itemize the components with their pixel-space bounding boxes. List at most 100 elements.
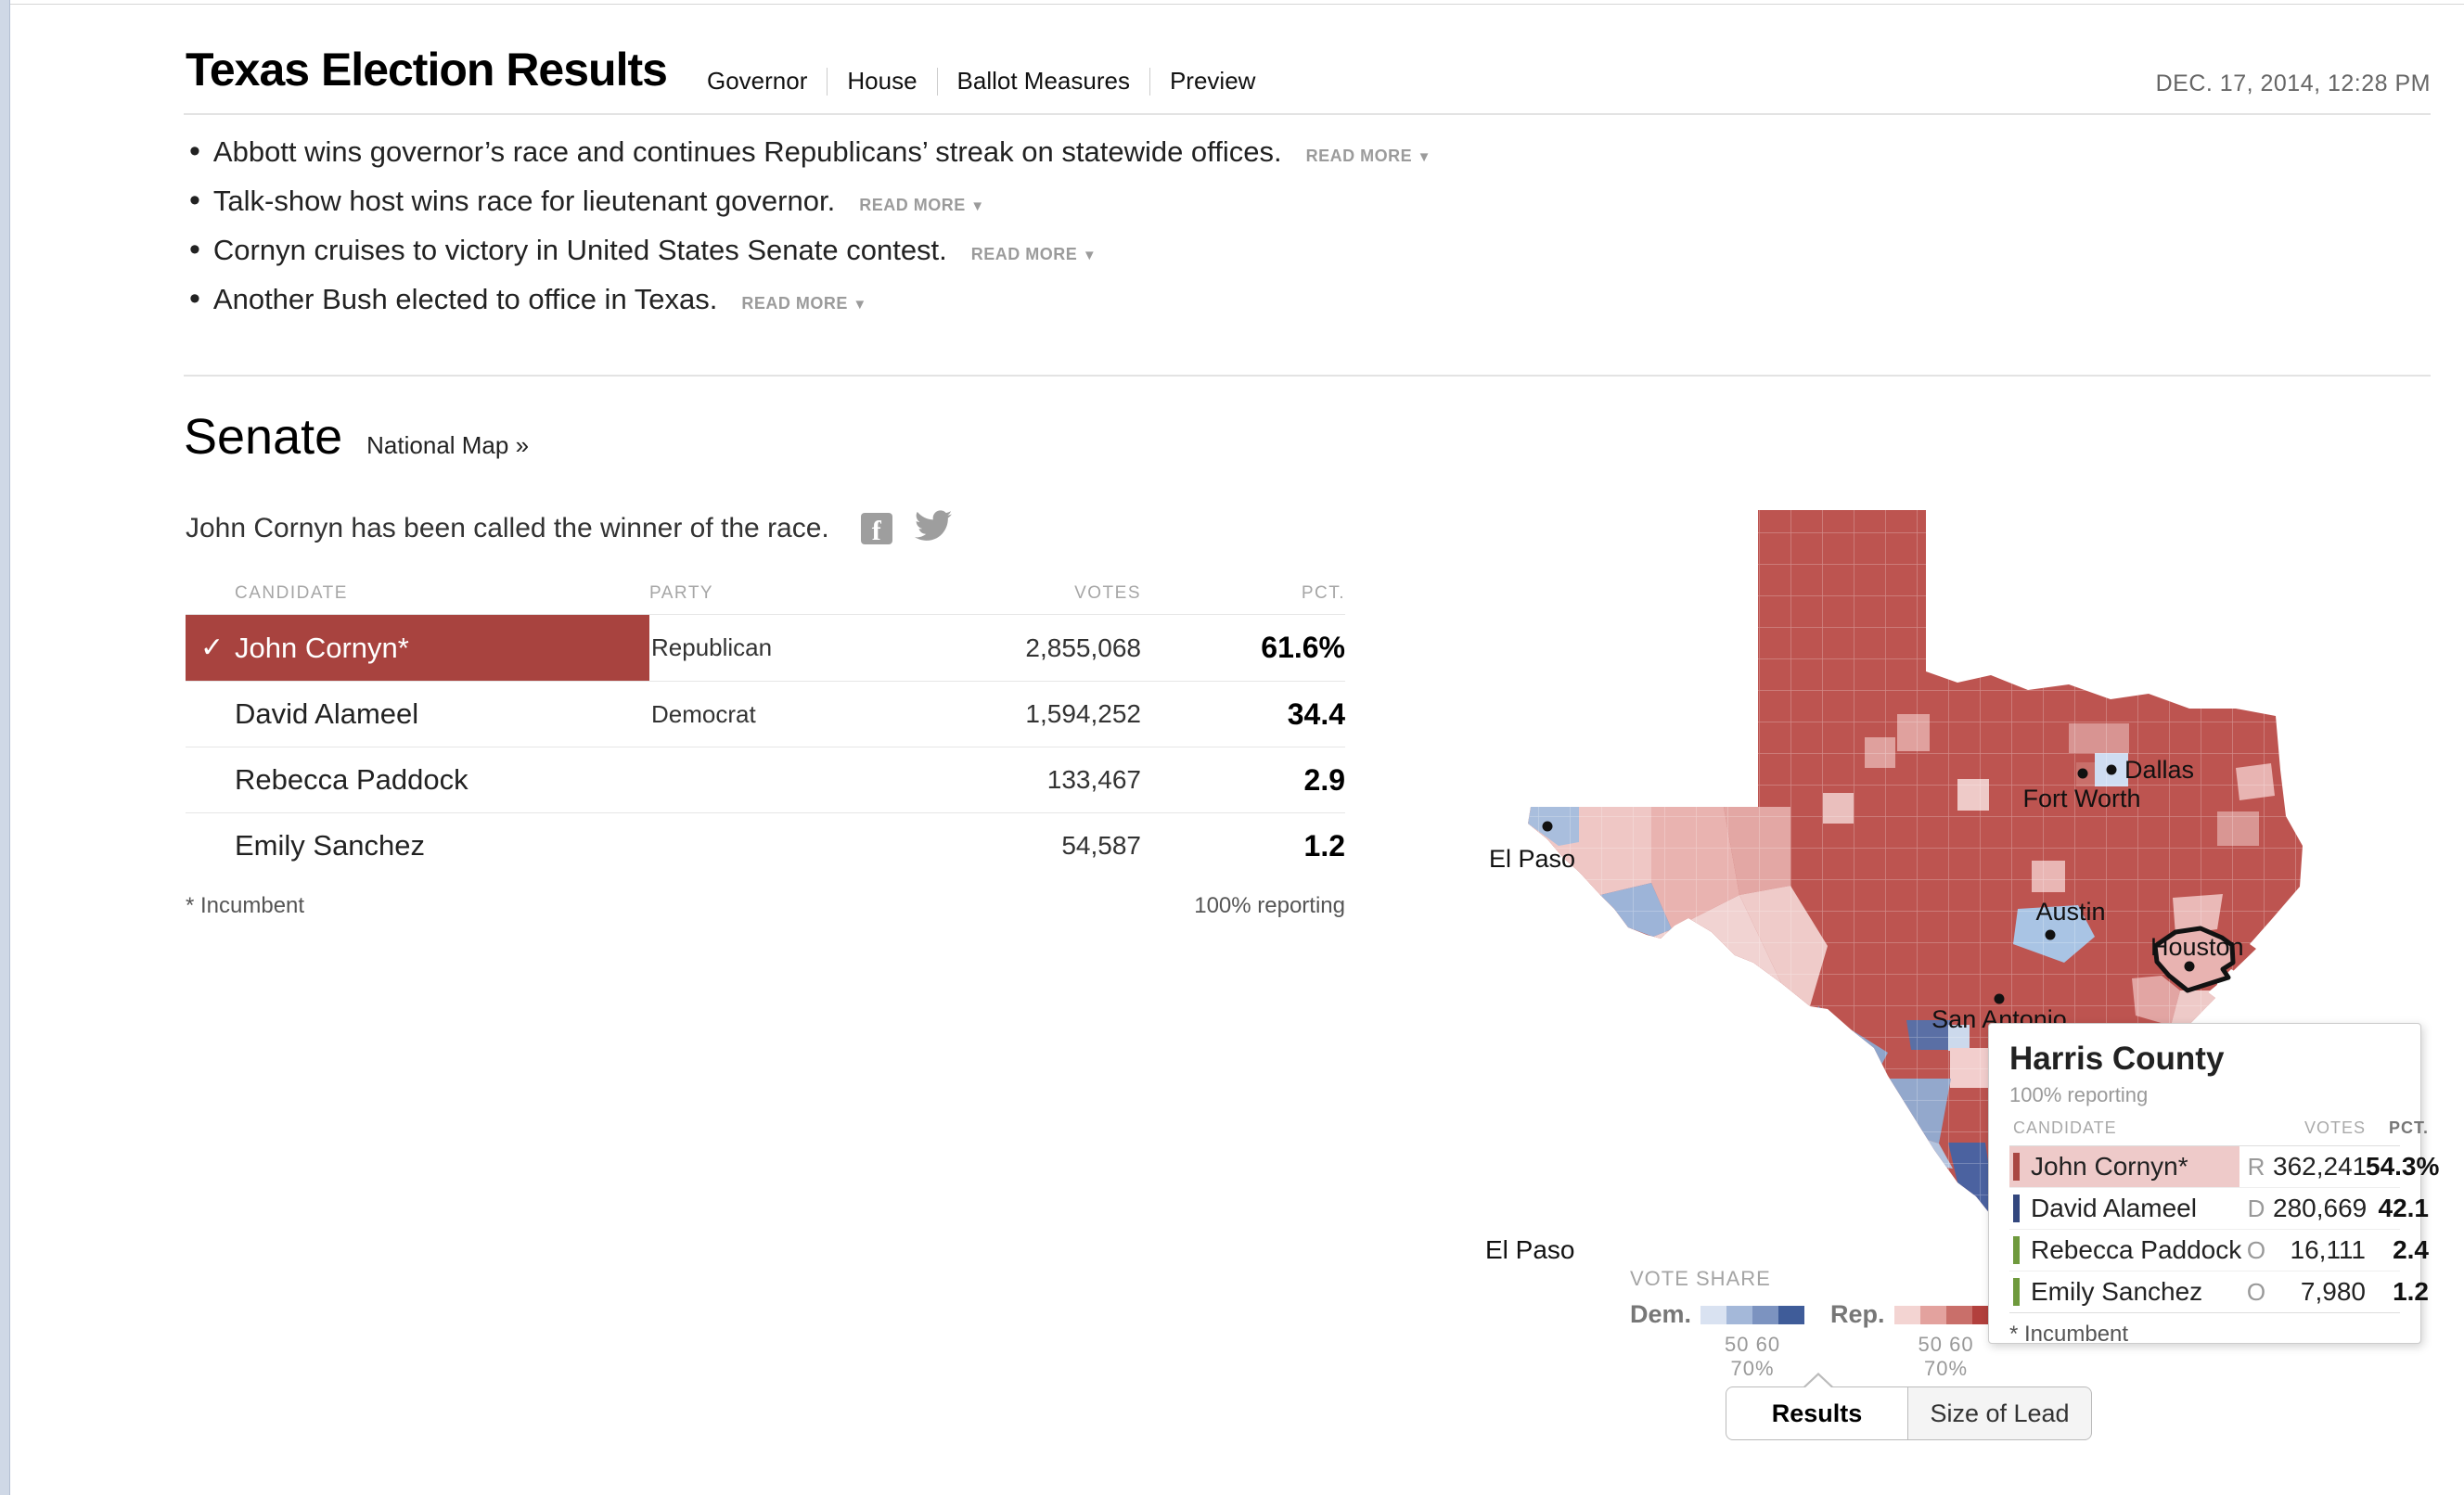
read-more-link[interactable]: READ MORE ▼ bbox=[859, 196, 985, 214]
twitter-share-icon[interactable] bbox=[914, 510, 952, 546]
bullet-icon: • bbox=[189, 281, 200, 316]
results-table: CANDIDATE PARTY VOTES PCT. ✓ John Cornyn*… bbox=[186, 573, 1345, 919]
votes-cell: 1,594,252 bbox=[1025, 699, 1141, 728]
top-divider bbox=[10, 4, 2464, 5]
votes-cell: 54,587 bbox=[1061, 831, 1141, 860]
label-houston: Houston bbox=[2150, 933, 2244, 961]
label-dallas: Dallas bbox=[2124, 756, 2194, 784]
pct-cell: 34.4 bbox=[1287, 696, 1345, 731]
city-dots bbox=[1542, 764, 2195, 1004]
tooltip-row: David Alameel D 280,669 42.1 bbox=[2009, 1188, 2429, 1230]
label-el-paso-2: El Paso bbox=[1485, 1235, 1575, 1264]
page-title: Texas Election Results bbox=[186, 44, 668, 96]
tooltip-row: Rebecca Paddock O 16,111 2.4 bbox=[2009, 1230, 2429, 1271]
results-toggle-button[interactable]: Results bbox=[1726, 1373, 1908, 1440]
candidate-name: ✓ John Cornyn* bbox=[186, 615, 649, 681]
col-header-candidate: CANDIDATE bbox=[235, 583, 348, 603]
caret-down-icon: ▼ bbox=[1417, 149, 1431, 165]
bullet-icon: • bbox=[189, 232, 200, 267]
nav-separator bbox=[1149, 67, 1150, 96]
caret-down-icon: ▼ bbox=[1082, 248, 1097, 263]
party-cell: Republican bbox=[651, 633, 773, 661]
headline-item: • Talk-show host wins race for lieutenan… bbox=[189, 183, 1766, 218]
pct-cell: 61.6% bbox=[1261, 631, 1345, 664]
nav-separator bbox=[936, 67, 938, 96]
nav-tab-house[interactable]: House bbox=[847, 67, 918, 95]
rep-swatches bbox=[1893, 1305, 1998, 1324]
label-fort-worth: Fort Worth bbox=[2022, 785, 2140, 812]
col-header-votes: VOTES bbox=[1074, 583, 1141, 603]
votes-cell: 2,855,068 bbox=[1025, 632, 1141, 662]
incumbent-footnote: * Incumbent bbox=[186, 893, 305, 918]
dem-label: Dem. bbox=[1630, 1300, 1692, 1328]
headline-text: Abbott wins governor’s race and continue… bbox=[212, 135, 1282, 168]
harris-county-shape[interactable] bbox=[2152, 926, 2236, 993]
table-row: Rebecca Paddock 133,467 2.9 bbox=[186, 747, 1345, 812]
tooltip-table: CANDIDATE VOTES PCT. John Cornyn* R 362,… bbox=[2009, 1118, 2439, 1348]
facebook-share-icon[interactable]: f bbox=[860, 512, 892, 546]
bullet-icon: • bbox=[189, 183, 200, 218]
national-map-link[interactable]: National Map » bbox=[366, 431, 530, 459]
headline-text: Another Bush elected to office in Texas. bbox=[212, 283, 718, 315]
headline-text: Talk-show host wins race for lieutenant … bbox=[212, 185, 836, 217]
tooltip-col-candidate: CANDIDATE bbox=[2013, 1118, 2117, 1137]
tooltip-col-pct: PCT. bbox=[2388, 1118, 2429, 1137]
caret-down-icon: ▼ bbox=[970, 198, 985, 214]
table-row-winner: ✓ John Cornyn* Republican 2,855,068 61.6% bbox=[186, 614, 1345, 681]
timestamp: DEC. 17, 2014, 12:28 PM bbox=[2155, 70, 2431, 96]
dem-ticks: 50 60 70% bbox=[1725, 1333, 1781, 1380]
size-of-lead-toggle-button[interactable]: Size of Lead bbox=[1908, 1386, 2092, 1440]
party-color-bar bbox=[2013, 1278, 2020, 1306]
caret-down-icon: ▼ bbox=[853, 297, 867, 313]
tooltip-footnote: * Incumbent bbox=[2009, 1312, 2400, 1348]
nav-separator bbox=[827, 67, 828, 96]
party-color-bar bbox=[2013, 1236, 2020, 1264]
pct-cell: 2.9 bbox=[1303, 762, 1345, 797]
read-more-link[interactable]: READ MORE ▼ bbox=[741, 294, 867, 313]
votes-cell: 133,467 bbox=[1046, 765, 1141, 794]
party-cell: Democrat bbox=[651, 699, 756, 728]
nav-tab-ballot-measures[interactable]: Ballot Measures bbox=[956, 67, 1130, 95]
window-edge bbox=[0, 0, 10, 1495]
tooltip-col-votes: VOTES bbox=[2304, 1118, 2366, 1137]
tooltip-row: Emily Sanchez O 7,980 1.2 bbox=[2009, 1271, 2429, 1312]
winner-check-icon: ✓ bbox=[200, 632, 225, 663]
tooltip-county-name: Harris County bbox=[2009, 1041, 2225, 1077]
nav-tab-governor[interactable]: Governor bbox=[707, 67, 808, 95]
tooltip-reporting: 100% reporting bbox=[2009, 1083, 2149, 1106]
table-row: David Alameel Democrat 1,594,252 34.4 bbox=[186, 681, 1345, 747]
legend-title: VOTE SHARE bbox=[1630, 1267, 1771, 1290]
headline-item: • Abbott wins governor’s race and contin… bbox=[189, 135, 1766, 168]
rep-label: Rep. bbox=[1830, 1300, 1885, 1328]
col-header-pct: PCT. bbox=[1301, 583, 1345, 603]
headline-text: Cornyn cruises to victory in United Stat… bbox=[212, 234, 947, 266]
candidate-name: Rebecca Paddock bbox=[235, 763, 468, 796]
headline-list: • Abbott wins governor’s race and contin… bbox=[189, 135, 1766, 332]
dem-swatches bbox=[1700, 1305, 1805, 1324]
nav-tab-preview[interactable]: Preview bbox=[1169, 67, 1256, 95]
results-table-header: CANDIDATE PARTY VOTES PCT. bbox=[186, 573, 1345, 614]
pct-cell: 1.2 bbox=[1303, 828, 1345, 862]
vote-share-legend: VOTE SHARE Dem. 50 60 70% Rep. 50 60 70% bbox=[1630, 1267, 2024, 1381]
headline-item: • Another Bush elected to office in Texa… bbox=[189, 281, 1766, 316]
candidate-name: David Alameel bbox=[235, 697, 419, 730]
read-more-link[interactable]: READ MORE ▼ bbox=[970, 245, 1097, 263]
top-nav: Governor House Ballot Measures Preview bbox=[707, 67, 1255, 96]
map-mode-toggle: Results Size of Lead bbox=[1726, 1373, 2092, 1440]
reporting-status: 100% reporting bbox=[1194, 893, 1345, 918]
tooltip-row-winner: John Cornyn* R 362,241 54.3% bbox=[2009, 1146, 2439, 1188]
label-austin: Austin bbox=[2035, 898, 2105, 926]
party-color-bar bbox=[2013, 1195, 2020, 1222]
party-color-bar bbox=[2013, 1153, 2020, 1181]
rep-ticks: 50 60 70% bbox=[1918, 1333, 1974, 1380]
header-rule bbox=[184, 113, 2431, 115]
section-title-senate: Senate bbox=[184, 409, 343, 465]
label-el-paso: El Paso bbox=[1489, 845, 1575, 873]
county-tooltip: Harris County 100% reporting CANDIDATE V… bbox=[1988, 1023, 2439, 1347]
headline-item: • Cornyn cruises to victory in United St… bbox=[189, 232, 1766, 267]
read-more-link[interactable]: READ MORE ▼ bbox=[1305, 147, 1431, 165]
section-divider bbox=[184, 375, 2431, 377]
table-row: Emily Sanchez 54,587 1.2 bbox=[186, 812, 1345, 878]
col-header-party: PARTY bbox=[649, 583, 714, 603]
race-call-text: John Cornyn has been called the winner o… bbox=[186, 512, 829, 543]
